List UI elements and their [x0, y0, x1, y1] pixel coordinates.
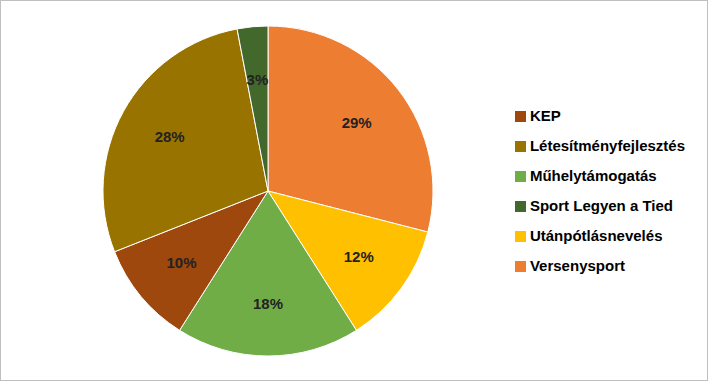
svg-text:10%: 10% [167, 254, 197, 271]
svg-text:28%: 28% [155, 128, 185, 145]
html-text:Utánpótlásnevelés: Utánpótlásnevelés [529, 226, 663, 244]
svg-text:12%: 12% [344, 248, 374, 265]
svg-text:29%: 29% [342, 114, 372, 131]
svg-text:3%: 3% [247, 71, 269, 88]
svg-text:18%: 18% [253, 295, 283, 312]
html-text:KEP: KEP [529, 106, 561, 124]
html-text:Műhelytámogatás: Műhelytámogatás [529, 166, 657, 184]
html-text:Versenysport: Versenysport [529, 256, 625, 274]
html-text:Létesítményfejlesztés: Létesítményfejlesztés [529, 136, 685, 154]
html-text:Sport Legyen a Tied: Sport Legyen a Tied [529, 196, 673, 214]
